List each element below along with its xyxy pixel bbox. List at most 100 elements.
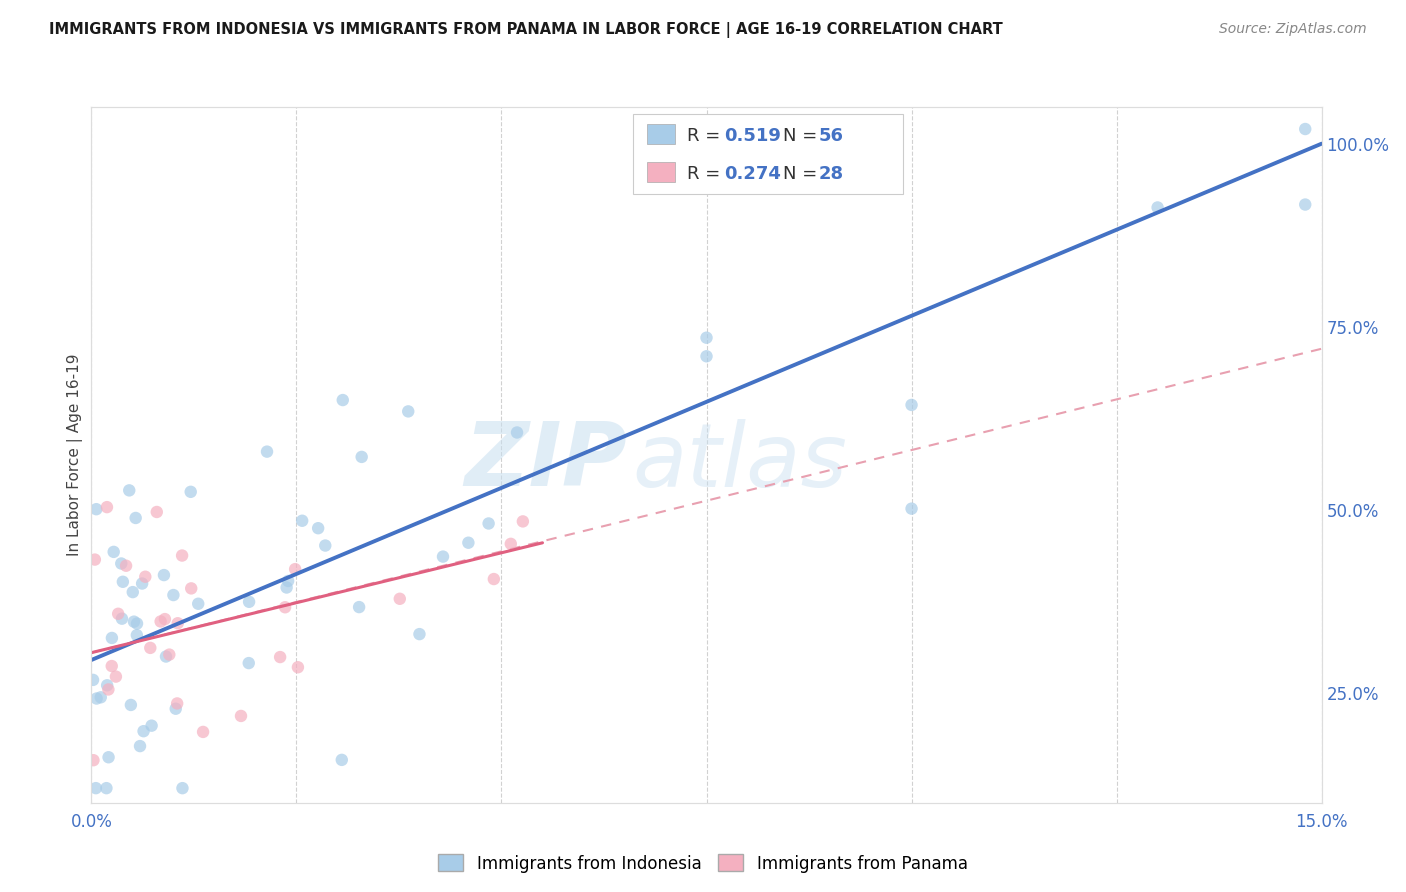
Point	[1146, 201, 1168, 215]
Point	[101, 631, 124, 645]
Point	[96, 781, 118, 796]
Point	[457, 535, 479, 549]
Point	[512, 515, 534, 529]
FancyBboxPatch shape	[647, 124, 675, 145]
Point	[432, 549, 454, 564]
Point	[900, 398, 922, 412]
Point	[291, 514, 314, 528]
Point	[115, 558, 138, 573]
Point	[100, 659, 122, 673]
Text: 28: 28	[818, 165, 844, 183]
Point	[187, 597, 209, 611]
Point	[307, 521, 329, 535]
Point	[276, 581, 298, 595]
Point	[166, 616, 188, 631]
Point	[287, 660, 309, 674]
Point	[120, 698, 142, 712]
Point	[408, 627, 430, 641]
Point	[96, 678, 118, 692]
Point	[482, 572, 505, 586]
Point	[129, 739, 152, 753]
Point	[90, 690, 112, 705]
Text: IMMIGRANTS FROM INDONESIA VS IMMIGRANTS FROM PANAMA IN LABOR FORCE | AGE 16-19 C: IMMIGRANTS FROM INDONESIA VS IMMIGRANTS …	[49, 22, 1002, 38]
Point	[83, 552, 105, 566]
Text: R =: R =	[686, 127, 725, 145]
Point	[1294, 197, 1316, 211]
Point	[111, 574, 134, 589]
Point	[284, 562, 307, 576]
Point	[82, 753, 104, 767]
Text: ZIP: ZIP	[464, 418, 627, 506]
Point	[256, 444, 278, 458]
Point	[388, 591, 411, 606]
Point	[1294, 122, 1316, 136]
Text: atlas: atlas	[633, 419, 848, 505]
Point	[141, 719, 163, 733]
Point	[166, 697, 188, 711]
Point	[274, 600, 297, 615]
Point	[172, 549, 194, 563]
Point	[238, 656, 260, 670]
Point	[84, 502, 107, 516]
Point	[332, 392, 354, 407]
Point	[134, 570, 156, 584]
FancyBboxPatch shape	[633, 114, 903, 194]
Point	[695, 349, 717, 363]
Point	[118, 483, 141, 498]
Point	[124, 511, 146, 525]
Point	[396, 404, 419, 418]
Point	[165, 702, 187, 716]
Point	[104, 670, 127, 684]
Text: 0.274: 0.274	[724, 165, 780, 183]
Point	[350, 450, 373, 464]
Point	[131, 576, 153, 591]
Point	[132, 724, 155, 739]
Text: R =: R =	[686, 165, 725, 183]
Point	[125, 616, 148, 631]
Point	[180, 484, 202, 499]
Text: 56: 56	[818, 127, 844, 145]
Text: 0.519: 0.519	[724, 127, 780, 145]
Point	[172, 781, 194, 796]
Point	[347, 600, 370, 615]
Point	[695, 331, 717, 345]
Point	[162, 588, 184, 602]
Point	[103, 545, 125, 559]
Point	[97, 750, 120, 764]
Point	[157, 648, 180, 662]
Point	[110, 557, 132, 571]
Point	[155, 649, 177, 664]
Y-axis label: In Labor Force | Age 16-19: In Labor Force | Age 16-19	[67, 353, 83, 557]
Point	[97, 682, 120, 697]
Point	[238, 595, 260, 609]
FancyBboxPatch shape	[647, 161, 675, 182]
Point	[229, 709, 252, 723]
Point	[330, 753, 353, 767]
Point	[125, 628, 148, 642]
Point	[900, 501, 922, 516]
Point	[86, 691, 108, 706]
Point	[153, 568, 176, 582]
Point	[153, 612, 176, 626]
Point	[139, 640, 162, 655]
Point	[269, 650, 291, 665]
Text: N =: N =	[783, 127, 823, 145]
Point	[506, 425, 529, 440]
Point	[122, 615, 145, 629]
Text: Source: ZipAtlas.com: Source: ZipAtlas.com	[1219, 22, 1367, 37]
Point	[478, 516, 501, 531]
Point	[191, 725, 214, 739]
Point	[121, 585, 143, 599]
Point	[146, 505, 169, 519]
Point	[107, 607, 129, 621]
Point	[84, 781, 107, 796]
Point	[314, 539, 336, 553]
Point	[111, 612, 134, 626]
Point	[499, 537, 522, 551]
Text: N =: N =	[783, 165, 823, 183]
Point	[96, 500, 118, 515]
Point	[82, 673, 104, 687]
Point	[277, 574, 299, 588]
Point	[180, 582, 202, 596]
Point	[149, 615, 172, 629]
